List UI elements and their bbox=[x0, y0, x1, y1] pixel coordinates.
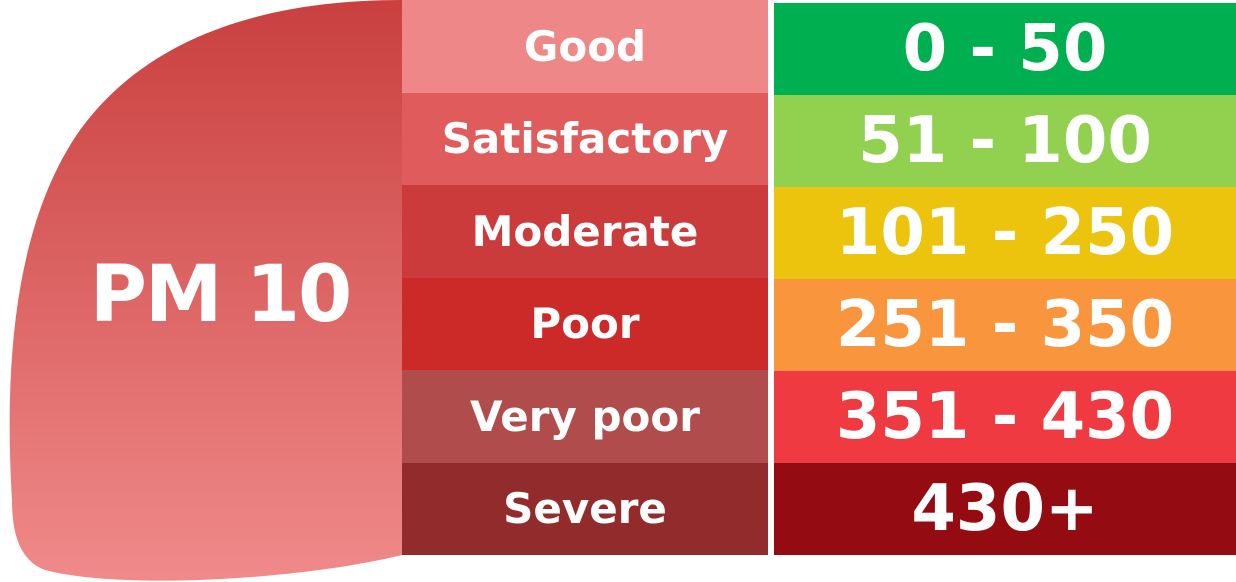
range-satisfactory: 51 - 100 bbox=[774, 95, 1236, 187]
category-very-poor: Very poor bbox=[402, 370, 768, 463]
range-good: 0 - 50 bbox=[774, 3, 1236, 95]
range-column: 0 - 50 51 - 100 101 - 250 251 - 350 351 - 43… bbox=[774, 3, 1236, 555]
category-good: Good bbox=[402, 0, 768, 93]
range-very-poor: 351 - 430 bbox=[774, 371, 1236, 463]
range-moderate: 101 - 250 bbox=[774, 187, 1236, 279]
category-moderate: Moderate bbox=[402, 185, 768, 278]
diagram-title: PM 10 bbox=[89, 250, 353, 340]
range-poor: 251 - 350 bbox=[774, 279, 1236, 371]
range-severe: 430+ bbox=[774, 463, 1236, 555]
leaf-shape bbox=[9, 0, 402, 581]
category-severe: Severe bbox=[402, 462, 768, 555]
leaf-path bbox=[9, 0, 402, 581]
category-satisfactory: Satisfactory bbox=[402, 92, 768, 185]
category-column: Good Satisfactory Moderate Poor Very poor Sev… bbox=[402, 0, 768, 555]
pm10-leaf-shape: PM 10 bbox=[0, 0, 402, 582]
category-poor: Poor bbox=[402, 277, 768, 370]
